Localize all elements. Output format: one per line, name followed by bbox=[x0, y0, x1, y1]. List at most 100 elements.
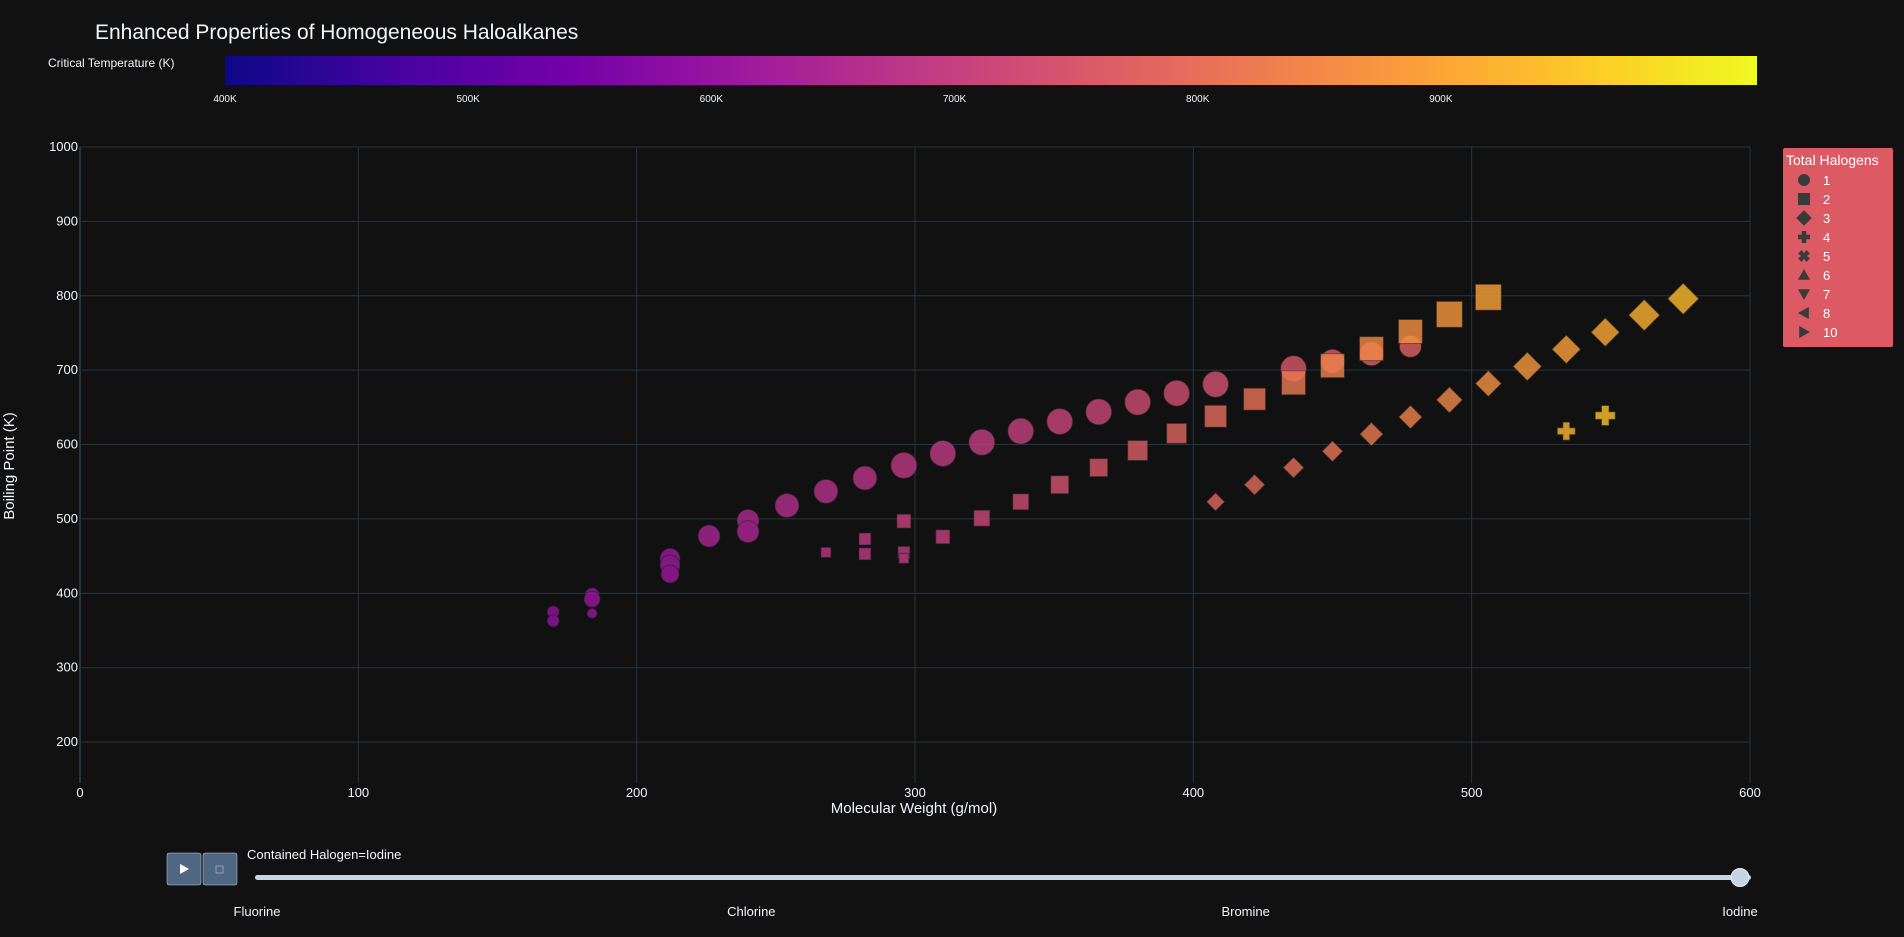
legend-item-1[interactable]: 1 bbox=[1798, 173, 1830, 188]
data-point[interactable] bbox=[898, 552, 910, 564]
data-point[interactable] bbox=[1012, 493, 1030, 511]
data-point[interactable] bbox=[820, 546, 832, 558]
slider-rail[interactable] bbox=[255, 875, 1751, 880]
legend-item-7[interactable]: 7 bbox=[1798, 287, 1830, 302]
colorbar-title: Critical Temperature (K) bbox=[48, 56, 174, 70]
data-point[interactable] bbox=[1627, 298, 1661, 332]
data-point[interactable] bbox=[1085, 398, 1113, 426]
y-axis-ticks: 200 300 400 500 600 700 800 900 1000 bbox=[49, 139, 78, 749]
diamond-icon bbox=[1796, 210, 1812, 226]
legend-item-10[interactable]: 10 bbox=[1799, 325, 1837, 340]
legend-item-label: 1 bbox=[1823, 173, 1830, 188]
data-point[interactable] bbox=[968, 428, 996, 456]
data-point[interactable] bbox=[1050, 475, 1070, 495]
data-point[interactable] bbox=[583, 590, 601, 608]
data-point[interactable] bbox=[1163, 379, 1191, 407]
data-point[interactable] bbox=[1007, 417, 1035, 445]
triangle-right-icon bbox=[1799, 326, 1810, 338]
data-point[interactable] bbox=[1205, 492, 1226, 512]
data-point[interactable] bbox=[858, 532, 872, 546]
data-point[interactable] bbox=[697, 524, 721, 548]
legend-item-label: 6 bbox=[1823, 268, 1830, 283]
stop-button[interactable] bbox=[202, 852, 238, 886]
data-point[interactable] bbox=[1124, 388, 1152, 416]
series-2 bbox=[820, 283, 1502, 564]
x-tick-label: 500 bbox=[1461, 785, 1483, 800]
x-axis-title: Molecular Weight (g/mol) bbox=[831, 800, 997, 817]
data-point[interactable] bbox=[546, 614, 560, 628]
data-point[interactable] bbox=[586, 607, 598, 619]
cross-icon bbox=[1798, 231, 1810, 243]
legend-item-4[interactable]: 4 bbox=[1798, 230, 1830, 245]
data-point[interactable] bbox=[852, 465, 878, 491]
triangle-down-icon bbox=[1798, 289, 1810, 300]
y-tick-label: 300 bbox=[56, 660, 78, 675]
x-tick-label: 0 bbox=[76, 785, 83, 800]
data-point[interactable] bbox=[890, 451, 918, 479]
data-point[interactable] bbox=[1359, 421, 1384, 447]
legend-item-label: 2 bbox=[1823, 192, 1830, 207]
slider-current-value: Contained Halogen=Iodine bbox=[247, 847, 401, 862]
play-button[interactable] bbox=[166, 852, 202, 886]
data-point[interactable] bbox=[858, 547, 872, 561]
colorbar-tick-label: 700K bbox=[943, 94, 967, 105]
data-point[interactable] bbox=[1166, 422, 1188, 444]
colorbar-gradient bbox=[225, 56, 1757, 85]
data-point[interactable] bbox=[1551, 334, 1582, 365]
data-point[interactable] bbox=[973, 509, 991, 527]
legend-item-2[interactable]: 2 bbox=[1798, 192, 1830, 207]
data-point[interactable] bbox=[896, 513, 912, 529]
data-point[interactable] bbox=[1556, 421, 1576, 441]
colorbar-tick-label: 600K bbox=[700, 94, 724, 105]
y-tick-label: 800 bbox=[56, 288, 78, 303]
slider-handle[interactable] bbox=[1730, 868, 1750, 887]
x-axis-ticks: 0 100 200 300 400 500 600 bbox=[76, 785, 1760, 800]
slider-step-bromine[interactable]: Bromine bbox=[1221, 904, 1269, 919]
legend-item-3[interactable]: 3 bbox=[1796, 210, 1830, 226]
data-point[interactable] bbox=[1666, 282, 1700, 316]
data-point[interactable] bbox=[1435, 300, 1463, 328]
data-point[interactable] bbox=[1435, 386, 1464, 414]
data-point[interactable] bbox=[1320, 353, 1345, 379]
slider-step-iodine[interactable]: Iodine bbox=[1722, 904, 1757, 919]
data-point[interactable] bbox=[1282, 456, 1305, 479]
data-point[interactable] bbox=[1243, 387, 1267, 411]
data-point[interactable] bbox=[1202, 370, 1230, 398]
data-point[interactable] bbox=[1089, 458, 1109, 478]
data-point[interactable] bbox=[1590, 317, 1621, 348]
data-point[interactable] bbox=[1512, 351, 1543, 382]
data-point[interactable] bbox=[1474, 369, 1503, 398]
data-point[interactable] bbox=[1204, 404, 1228, 428]
legend-item-5[interactable]: 5 bbox=[1798, 249, 1830, 264]
data-point[interactable] bbox=[1127, 439, 1149, 461]
data-point[interactable] bbox=[1281, 370, 1307, 396]
animation-controls bbox=[166, 852, 238, 886]
square-icon bbox=[1798, 193, 1810, 205]
data-point[interactable] bbox=[1243, 473, 1266, 496]
grid bbox=[79, 146, 1751, 783]
legend-item-8[interactable]: 8 bbox=[1798, 306, 1830, 321]
data-point[interactable] bbox=[1358, 336, 1384, 362]
data-point[interactable] bbox=[935, 529, 951, 545]
legend-item-label: 8 bbox=[1823, 306, 1830, 321]
data-point[interactable] bbox=[813, 478, 839, 504]
data-point[interactable] bbox=[1397, 318, 1423, 344]
data-point[interactable] bbox=[929, 439, 957, 467]
legend-item-6[interactable]: 6 bbox=[1798, 268, 1830, 283]
slider: Contained Halogen=Iodine Fluorine Chlorin… bbox=[234, 847, 1758, 919]
y-tick-label: 900 bbox=[56, 213, 78, 228]
data-point[interactable] bbox=[660, 564, 680, 584]
y-tick-label: 200 bbox=[56, 734, 78, 749]
data-point[interactable] bbox=[1594, 405, 1616, 427]
data-point[interactable] bbox=[774, 493, 800, 519]
data-point[interactable] bbox=[736, 520, 760, 544]
data-point[interactable] bbox=[1474, 283, 1502, 311]
data-point[interactable] bbox=[1321, 440, 1344, 463]
data-point[interactable] bbox=[1046, 407, 1074, 435]
data-point[interactable] bbox=[1398, 404, 1423, 430]
slider-step-chlorine[interactable]: Chlorine bbox=[727, 904, 775, 919]
scatter-marks bbox=[546, 282, 1700, 628]
slider-step-fluorine[interactable]: Fluorine bbox=[234, 904, 281, 919]
legend-item-label: 10 bbox=[1823, 325, 1837, 340]
